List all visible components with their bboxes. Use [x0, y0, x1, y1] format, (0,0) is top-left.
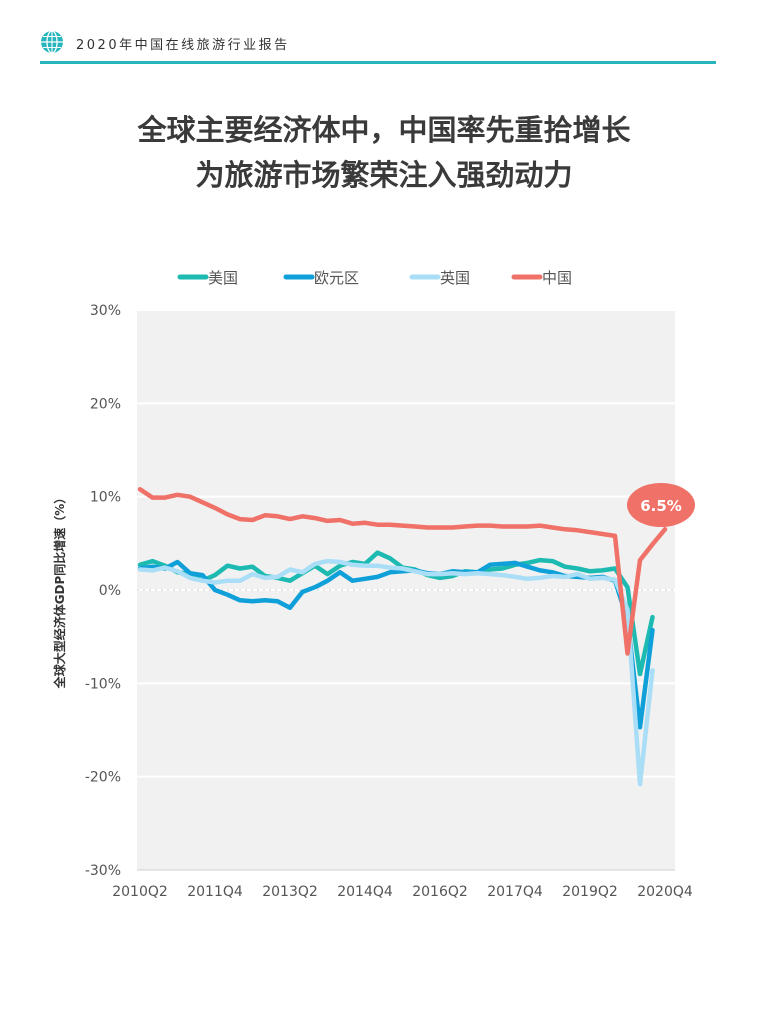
page-title-line-2: 为旅游市场繁荣注入强劲动力: [195, 158, 573, 192]
y-axis-label: 全球大型经济体GDP同比增速（%）: [52, 492, 67, 690]
y-tick-label: 30%: [90, 303, 121, 319]
x-tick-label: 2017Q4: [487, 884, 543, 900]
legend-label: 美国: [208, 269, 238, 287]
x-tick-label: 2020Q4: [637, 884, 693, 900]
legend-label: 欧元区: [314, 269, 359, 287]
report-header: 2020年中国在线旅游行业报告: [40, 30, 716, 64]
series-line: [137, 550, 655, 677]
x-tick-label: 2010Q2: [112, 884, 168, 900]
annotation-label: 6.5%: [640, 497, 682, 515]
y-tick-label: -10%: [85, 676, 121, 692]
series-line: [137, 558, 655, 787]
header-rule: [40, 61, 716, 64]
series-line: [137, 486, 668, 656]
report-title: 2020年中国在线旅游行业报告: [76, 38, 290, 53]
legend-label: 英国: [440, 269, 470, 287]
y-tick-label: -20%: [85, 770, 121, 786]
globe-icon: [41, 30, 63, 54]
x-tick-label: 2019Q2: [562, 884, 618, 900]
gdp-growth-chart: 30% 20% 10% 0% -10% -20% -30% 2010Q2 2011Q4 2013Q…: [52, 269, 695, 900]
x-tick-label: 2014Q4: [337, 884, 393, 900]
y-tick-label: 10%: [90, 490, 121, 506]
y-tick-label: -30%: [85, 863, 121, 879]
page-title-line-1: 全球主要经济体中，中国率先重拾增长: [137, 113, 631, 147]
page-title: 全球主要经济体中，中国率先重拾增长 为旅游市场繁荣注入强劲动力: [0, 108, 768, 198]
y-tick-label: 20%: [90, 396, 121, 412]
legend-label: 中国: [542, 269, 572, 287]
x-tick-label: 2016Q2: [412, 884, 468, 900]
annotation-pointer: [655, 521, 669, 526]
x-tick-label: 2011Q4: [187, 884, 243, 900]
x-tick-label: 2013Q2: [262, 884, 318, 900]
annotation-bubble: [627, 483, 695, 527]
y-tick-label: 0%: [99, 583, 121, 599]
